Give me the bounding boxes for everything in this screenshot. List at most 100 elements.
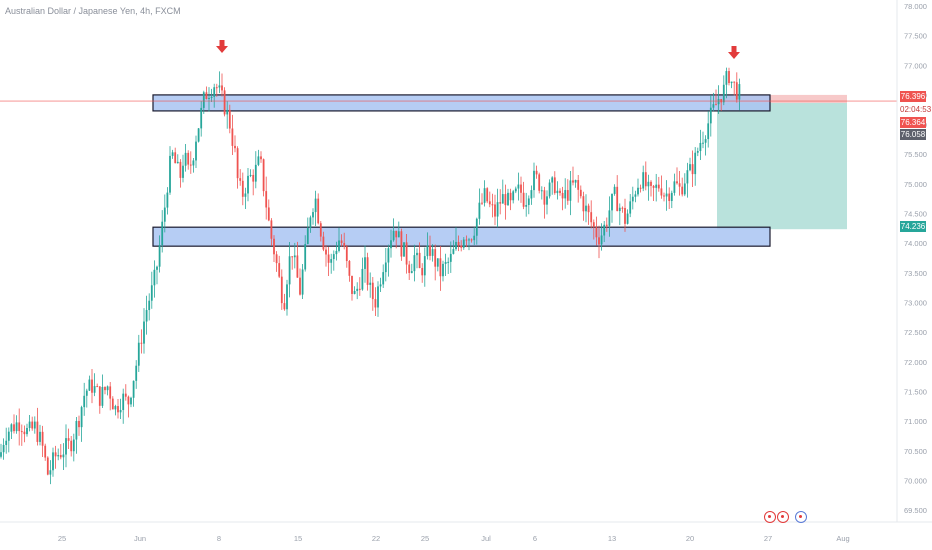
candle-body bbox=[348, 261, 351, 276]
time-tick-label: Aug bbox=[836, 534, 849, 543]
candle-body bbox=[423, 256, 426, 276]
time-tick-label: Jul bbox=[481, 534, 491, 543]
candle-body bbox=[673, 181, 676, 193]
candle-body bbox=[574, 180, 577, 183]
alert-bell-icon[interactable] bbox=[795, 511, 807, 523]
candle-body bbox=[590, 212, 593, 223]
candle-body bbox=[358, 288, 361, 290]
candle-body bbox=[101, 387, 104, 406]
candle-body bbox=[174, 152, 177, 164]
candle-body bbox=[470, 239, 473, 241]
candle-body bbox=[260, 156, 262, 160]
candle-body bbox=[689, 164, 691, 171]
candle-body bbox=[304, 244, 307, 270]
candle-body bbox=[57, 455, 60, 457]
candle-body bbox=[486, 188, 489, 202]
resistance-zone[interactable] bbox=[152, 94, 771, 112]
zones-layer bbox=[152, 94, 847, 247]
time-tick-label: 20 bbox=[686, 534, 694, 543]
candle-body bbox=[390, 240, 392, 249]
price-tick-label: 75.500 bbox=[904, 150, 927, 159]
candle-body bbox=[265, 191, 268, 208]
candle-body bbox=[244, 193, 247, 197]
candle-body bbox=[431, 249, 434, 256]
candle-body bbox=[707, 123, 710, 140]
down-arrow-icon[interactable] bbox=[216, 40, 228, 53]
candle-body bbox=[197, 128, 200, 142]
candle-body bbox=[478, 202, 481, 219]
candle-body bbox=[436, 258, 439, 267]
candle-body bbox=[291, 256, 294, 258]
candle-body bbox=[293, 255, 296, 258]
candle-body bbox=[72, 439, 75, 452]
candle-body bbox=[455, 241, 457, 250]
price-tick-label: 73.500 bbox=[904, 269, 927, 278]
candle-body bbox=[273, 238, 275, 255]
candle-body bbox=[366, 257, 369, 285]
candle-body bbox=[286, 284, 288, 310]
candle-body bbox=[299, 277, 301, 295]
record-icon[interactable] bbox=[764, 511, 776, 523]
candle-body bbox=[343, 243, 346, 247]
price-tick-label: 73.000 bbox=[904, 299, 927, 308]
candle-body bbox=[429, 245, 431, 256]
price-tick-label: 74.000 bbox=[904, 239, 927, 248]
candle-body bbox=[733, 81, 736, 83]
candle-body bbox=[681, 186, 684, 195]
candle-body bbox=[416, 252, 418, 256]
time-axis: 25 Jun 8 15 22 25 Jul 6 13 20 27 Aug bbox=[58, 534, 850, 543]
down-arrow-icon[interactable] bbox=[728, 46, 740, 59]
candle-body bbox=[564, 190, 567, 199]
candle-body bbox=[317, 198, 320, 224]
time-tick-label: 25 bbox=[58, 534, 66, 543]
candle-body bbox=[577, 180, 580, 190]
candle-body bbox=[319, 223, 322, 237]
candle-body bbox=[267, 207, 270, 221]
candle-body bbox=[683, 183, 686, 195]
candle-body bbox=[639, 187, 642, 189]
price-tick-label: 77.500 bbox=[904, 32, 927, 41]
candle-body bbox=[631, 196, 634, 202]
candle-body bbox=[0, 452, 2, 457]
candle-body bbox=[182, 165, 184, 178]
candle-body bbox=[457, 241, 460, 246]
candle-body bbox=[481, 202, 483, 204]
time-tick-label: 15 bbox=[294, 534, 302, 543]
candle-body bbox=[202, 92, 205, 108]
candle-body bbox=[262, 159, 265, 192]
candle-body bbox=[330, 259, 333, 263]
candle-body bbox=[642, 172, 645, 189]
price-tick-label: 77.000 bbox=[904, 61, 927, 70]
target-icon[interactable] bbox=[777, 511, 789, 523]
candle-body bbox=[603, 224, 606, 236]
candle-body bbox=[143, 321, 145, 344]
candle-body bbox=[421, 267, 424, 276]
candle-body bbox=[106, 386, 109, 391]
candle-body bbox=[15, 422, 18, 432]
candle-body bbox=[49, 470, 52, 475]
time-tick-label: 6 bbox=[533, 534, 537, 543]
candle-body bbox=[351, 275, 353, 294]
candle-body bbox=[475, 218, 478, 236]
candle-body bbox=[392, 230, 395, 241]
candle-body bbox=[75, 420, 78, 440]
candle-body bbox=[169, 155, 171, 193]
candle-body bbox=[527, 198, 530, 206]
time-tick-label: 27 bbox=[764, 534, 772, 543]
candle-body bbox=[517, 184, 520, 189]
candle-body bbox=[195, 141, 197, 161]
candle-body bbox=[218, 85, 221, 88]
candle-body bbox=[189, 164, 192, 166]
candle-body bbox=[371, 282, 374, 300]
candle-body bbox=[65, 438, 67, 455]
candle-body bbox=[613, 186, 616, 194]
candle-body bbox=[156, 266, 158, 270]
candle-body bbox=[288, 256, 291, 285]
candle-body bbox=[338, 240, 340, 251]
candle-body bbox=[579, 189, 582, 197]
current-price-badge: 76.396 bbox=[900, 91, 926, 102]
candle-body bbox=[608, 210, 611, 226]
candle-body bbox=[449, 253, 452, 262]
candle-body bbox=[85, 390, 88, 396]
candle-body bbox=[158, 245, 161, 267]
